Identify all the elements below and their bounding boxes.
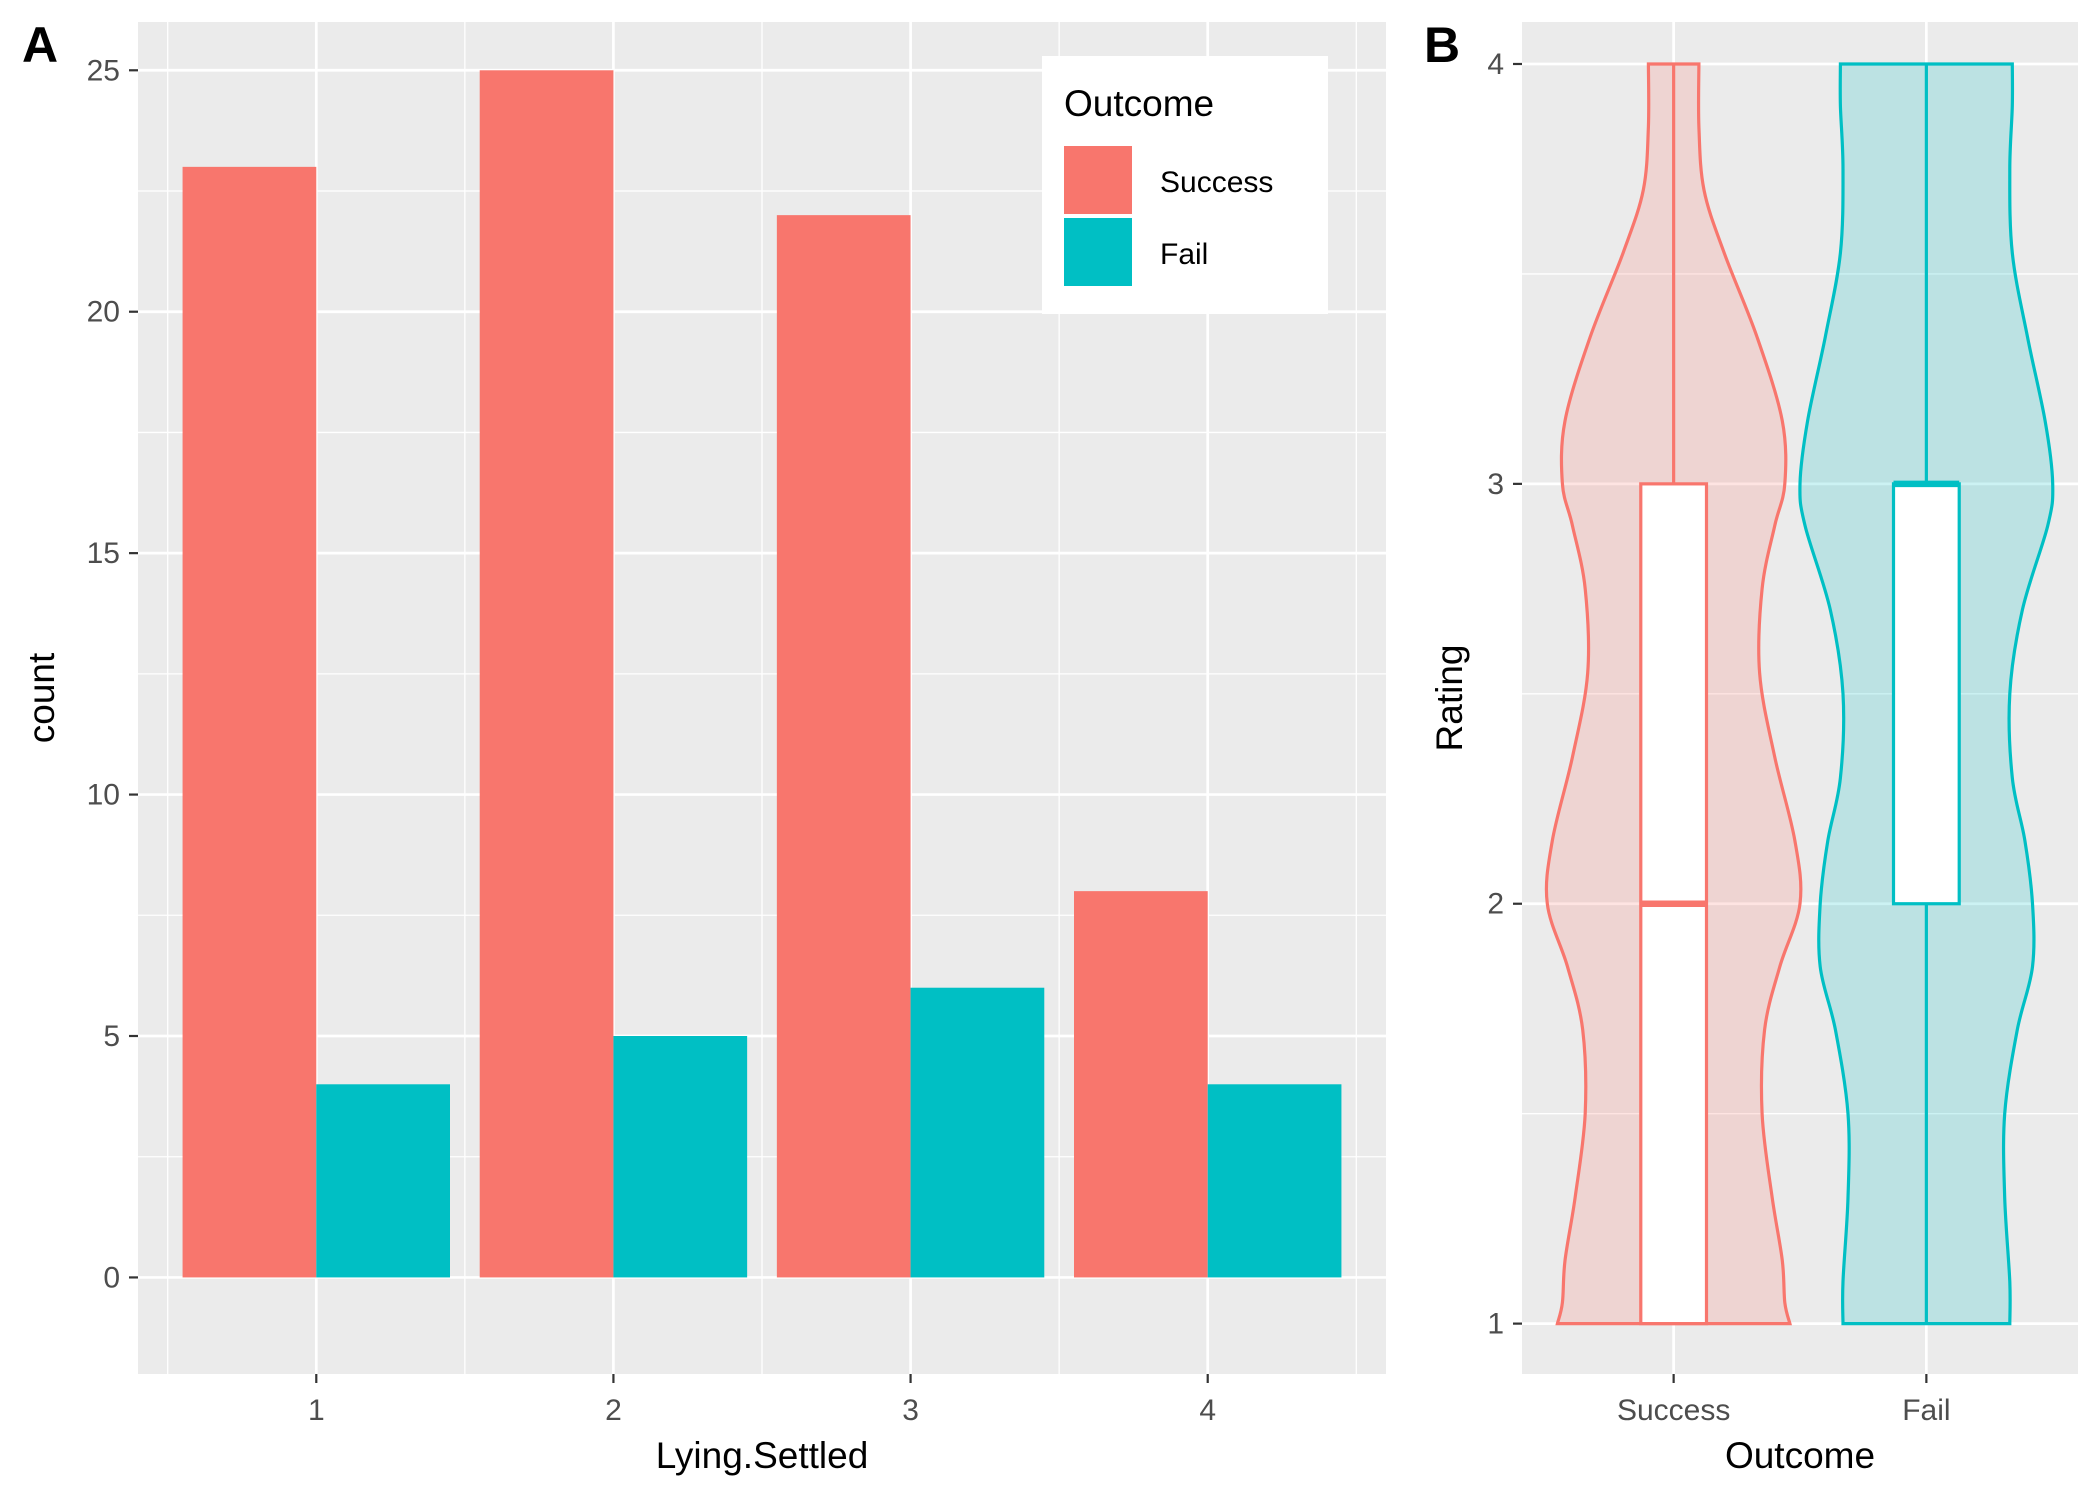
y-tick-label: 10 — [87, 779, 120, 812]
panel-label-a: A — [22, 17, 58, 73]
y-tick-label: 2 — [1487, 888, 1504, 921]
y-tick-label: 15 — [87, 537, 120, 570]
y-tick-label: 20 — [87, 296, 120, 329]
boxplot-success — [1639, 63, 1709, 1326]
legend: Outcome Success Fail — [1042, 56, 1328, 314]
panel-b-plot-background — [1522, 22, 2078, 1374]
panel-a: A 0 5 10 15 20 25 1 2 3 4 Lying.Settled count Ou… — [21, 17, 1386, 1476]
panel-a-y-axis: 0 5 10 15 20 25 — [87, 54, 138, 1294]
panel-label-b: B — [1424, 17, 1460, 73]
y-tick-label: 4 — [1487, 48, 1504, 81]
boxplot-fail — [1891, 63, 1961, 1324]
x-tick-label: 2 — [605, 1394, 622, 1427]
panel-b-x-axis-title: Outcome — [1725, 1435, 1875, 1476]
y-tick-label: 0 — [103, 1261, 120, 1294]
legend-label-success: Success — [1160, 166, 1273, 199]
y-tick-label: 5 — [103, 1020, 120, 1053]
y-tick-label: 1 — [1487, 1308, 1504, 1341]
bar-success-3 — [776, 215, 911, 1278]
panel-b-y-axis: 1 2 3 4 — [1487, 48, 1522, 1341]
bar-fail-4 — [1207, 1084, 1342, 1278]
panel-a-y-axis-title: count — [21, 652, 62, 743]
panel-b-x-axis: Success Fail — [1617, 1374, 1951, 1427]
panel-a-bars — [182, 70, 1342, 1278]
panel-b-y-axis-title: Rating — [1429, 645, 1470, 752]
legend-key-fail — [1064, 218, 1132, 286]
panel-b-boxplots — [1639, 63, 1961, 1326]
bar-fail-2 — [613, 1036, 748, 1278]
bar-success-2 — [479, 70, 614, 1278]
x-tick-label: 1 — [308, 1394, 325, 1427]
legend-key-success — [1064, 146, 1132, 214]
legend-title: Outcome — [1064, 83, 1214, 124]
bar-fail-3 — [910, 987, 1045, 1278]
x-tick-label: 4 — [1199, 1394, 1216, 1427]
bar-fail-1 — [316, 1084, 450, 1278]
x-tick-label: 3 — [902, 1394, 919, 1427]
panel-a-x-axis: 1 2 3 4 — [308, 1374, 1216, 1427]
x-tick-label: Fail — [1902, 1394, 1950, 1427]
panel-a-x-axis-title: Lying.Settled — [656, 1435, 869, 1476]
legend-label-fail: Fail — [1160, 238, 1208, 271]
bar-success-1 — [182, 166, 317, 1278]
y-tick-label: 3 — [1487, 468, 1504, 501]
box-iqr — [1891, 482, 1961, 906]
y-tick-label: 25 — [87, 54, 120, 87]
x-tick-label: Success — [1617, 1394, 1730, 1427]
bar-success-4 — [1074, 891, 1208, 1278]
panel-b: B 1 2 3 4 Success Fail Outcome Rating — [1424, 17, 2078, 1476]
